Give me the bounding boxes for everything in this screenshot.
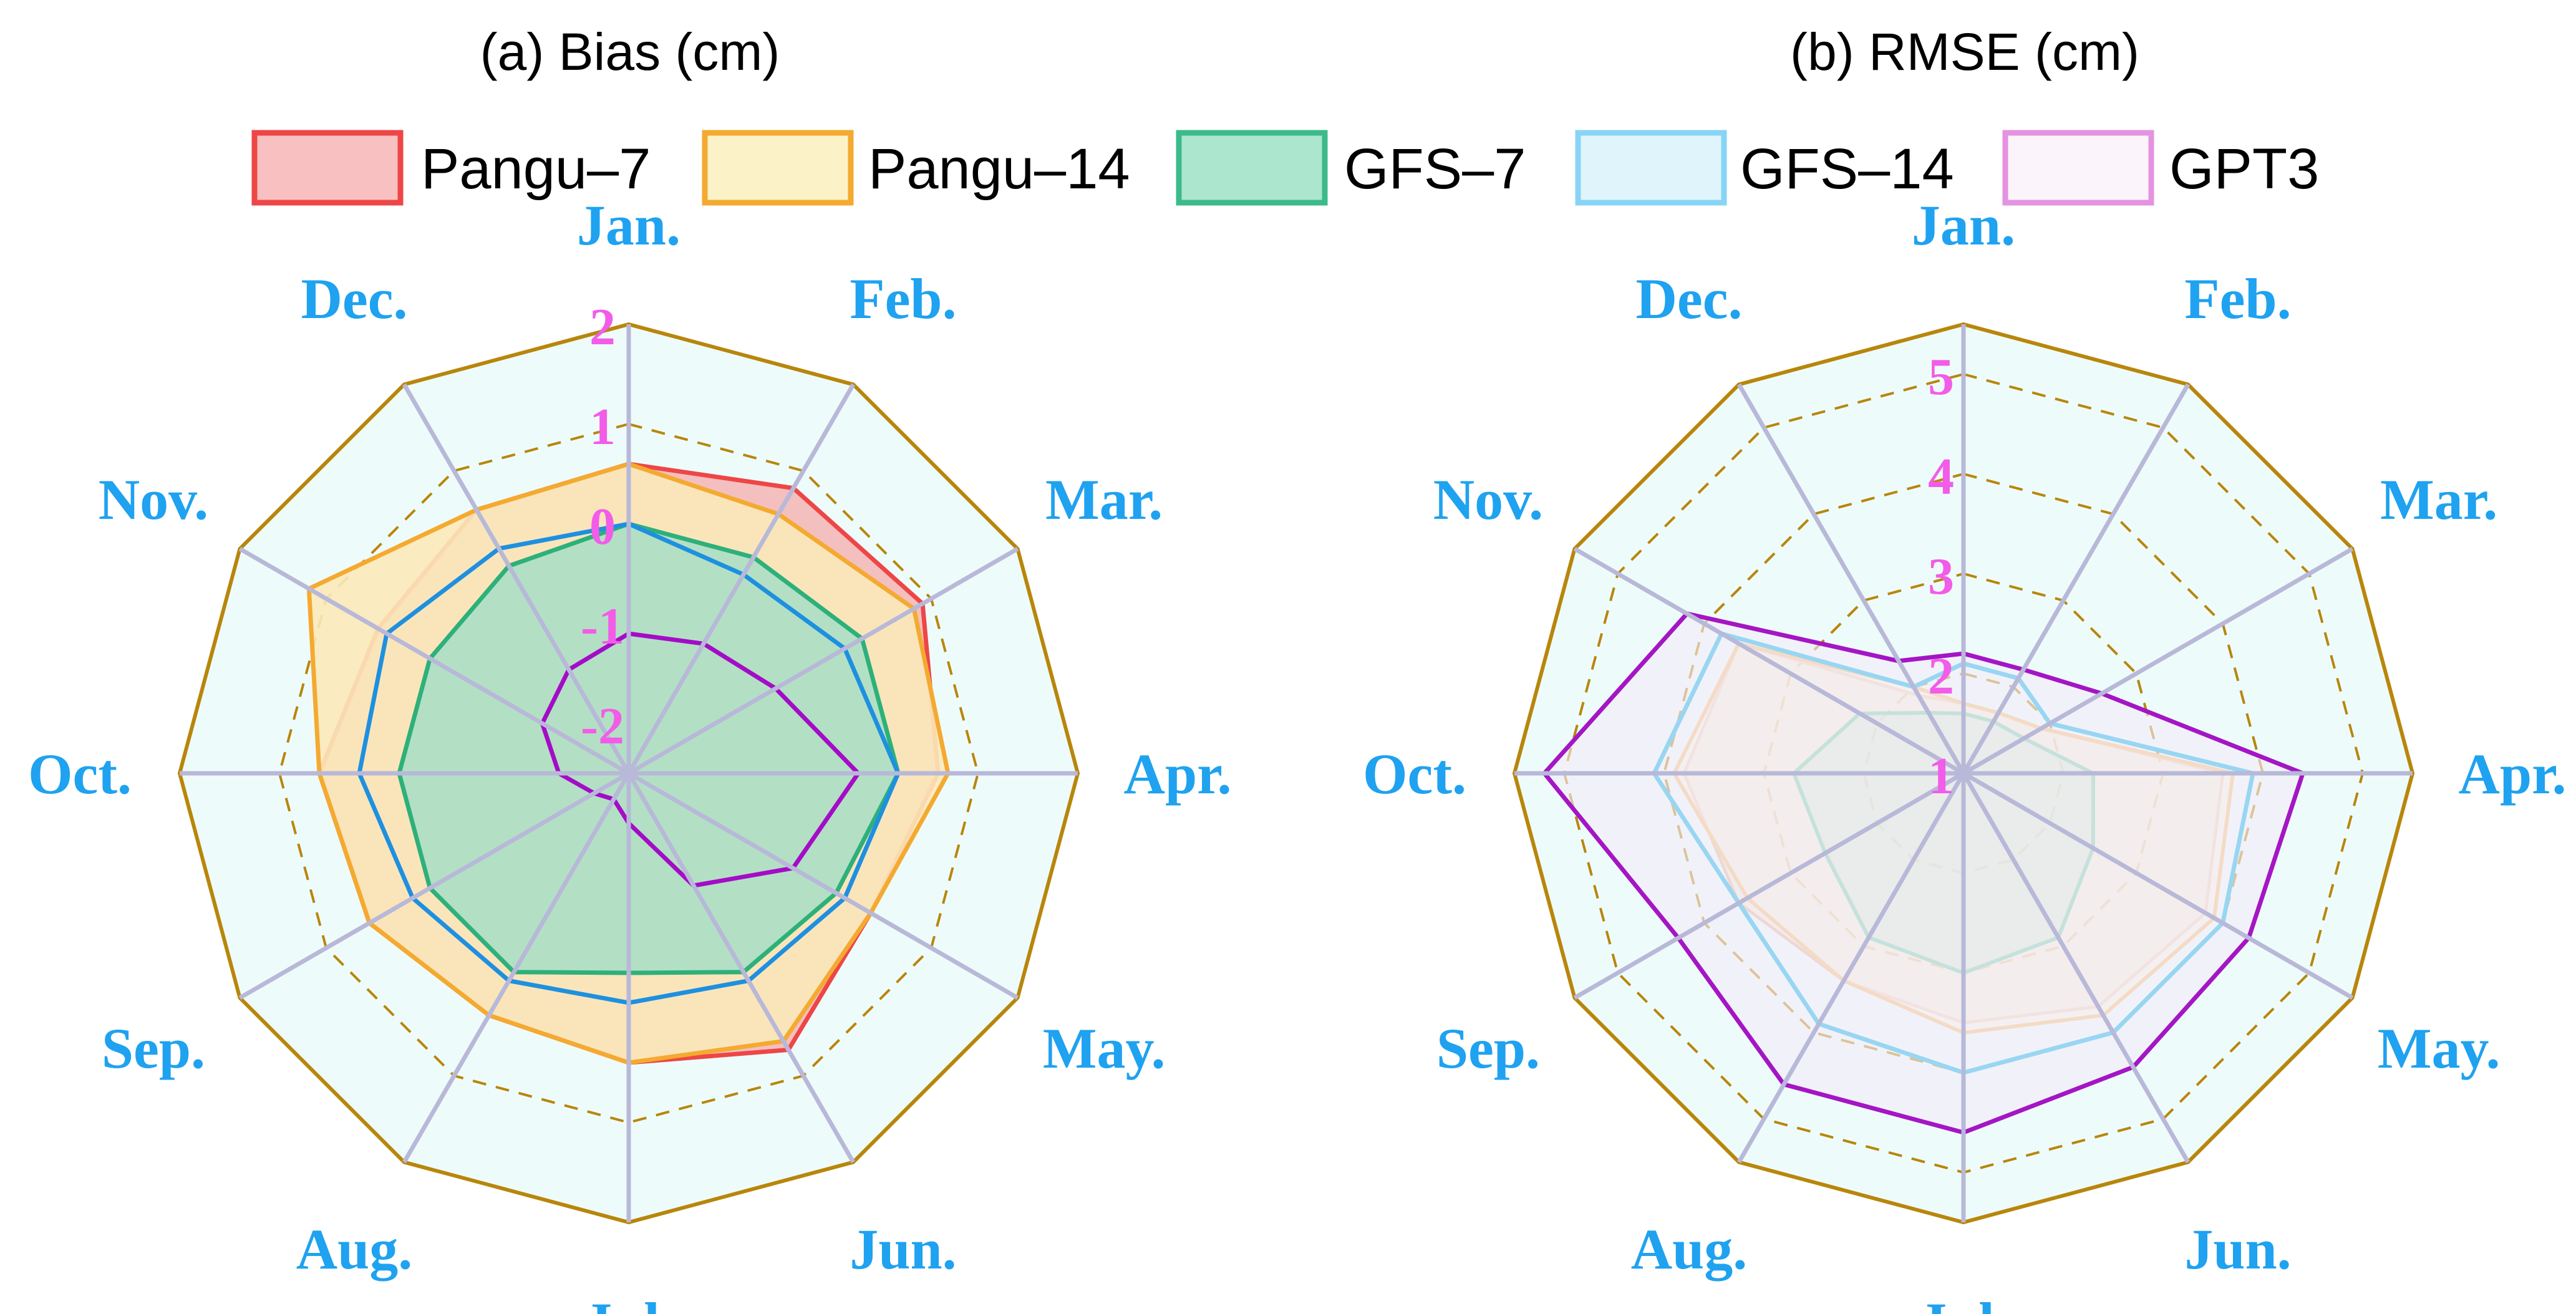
bias-tick-label-2: 2	[589, 298, 616, 356]
rmse-spoke-nov	[1573, 546, 1965, 776]
rmse-month-label-jun: Jun.	[2184, 1217, 2291, 1281]
bias-month-label-feb: Feb.	[850, 267, 956, 331]
rmse-spoke-may	[1962, 771, 2354, 1000]
rmse-month-label-jul: Jul.	[1918, 1291, 2009, 1314]
bias-month-label-nov: Nov.	[99, 468, 208, 531]
rmse-month-label-may: May.	[2378, 1017, 2501, 1080]
radar-chart-bias: Jan. Feb. Mar. Apr. May. Jun. Jul. Aug. Sep. Oct.…	[28, 193, 1232, 1314]
bias-month-label-aug: Aug.	[296, 1217, 413, 1281]
rmse-spoke-dec	[1736, 383, 1966, 775]
bias-spoke-nov	[238, 546, 630, 776]
legend-label-gfs-7: GFS–7	[1344, 137, 1526, 201]
rmse-month-label-nov: Nov.	[1433, 468, 1543, 531]
legend-swatch-pangu-7	[251, 130, 404, 206]
legend: Pangu–7 Pangu–14 GFS–7 GFS–14 GPT3	[251, 130, 2319, 206]
bias-spoke-dec	[402, 383, 631, 775]
rmse-tick-label-5: 5	[1928, 348, 1954, 406]
rmse-month-label-aug: Aug.	[1631, 1217, 1748, 1281]
legend-label-gfs-14: GFS–14	[1740, 137, 1954, 201]
rmse-spoke-mar	[1962, 546, 2354, 776]
rmse-spoke-jun	[1961, 772, 2191, 1164]
rmse-tick-label-2: 2	[1928, 647, 1954, 705]
bias-spoke-may	[627, 771, 1019, 1000]
bias-month-label-jul: Jul.	[583, 1291, 674, 1314]
rmse-spoke-feb	[1961, 383, 2191, 775]
rmse-tick-label-3: 3	[1928, 548, 1954, 606]
rmse-spoke-sep	[1573, 771, 1965, 1000]
legend-label-pangu-7: Pangu–7	[421, 137, 651, 201]
rmse-month-label-jan: Jan.	[1912, 193, 2015, 257]
rmse-month-label-oct: Oct.	[1363, 742, 1466, 806]
legend-swatch-gfs-7	[1176, 130, 1328, 206]
bias-month-label-jan: Jan.	[577, 193, 680, 257]
panel-a-title: (a) Bias (cm)	[480, 22, 780, 81]
rmse-tick-label-4: 4	[1928, 448, 1954, 506]
rmse-month-label-apr: Apr.	[2459, 742, 2567, 806]
bias-spoke-jun	[626, 772, 856, 1164]
bias-month-label-oct: Oct.	[28, 742, 132, 806]
rmse-tick-label-1: 1	[1928, 747, 1954, 805]
legend-swatch-pangu-14	[702, 130, 854, 206]
legend-swatch-gpt3	[2002, 130, 2154, 206]
bias-tick-label-1: 1	[589, 398, 616, 456]
bias-spoke-feb	[626, 383, 856, 775]
bias-month-label-jun: Jun.	[850, 1217, 956, 1281]
bias-month-label-apr: Apr.	[1124, 742, 1232, 806]
bias-month-label-dec: Dec.	[301, 267, 407, 331]
rmse-month-label-sep: Sep.	[1436, 1017, 1540, 1080]
bias-tick-label-0: 0	[589, 498, 616, 556]
legend-label-pangu-14: Pangu–14	[868, 137, 1130, 201]
bias-month-label-may: May.	[1043, 1017, 1166, 1080]
radar-chart-rmse: Jan. Feb. Mar. Apr. May. Jun. Jul. Aug. Sep. Oct.…	[1363, 193, 2567, 1314]
rmse-month-label-dec: Dec.	[1635, 267, 1742, 331]
bias-month-label-sep: Sep.	[102, 1017, 205, 1080]
bias-spoke-aug	[402, 772, 631, 1164]
legend-label-gpt3: GPT3	[2169, 137, 2319, 201]
bias-spoke-sep	[238, 771, 630, 1000]
rmse-month-label-mar: Mar.	[2380, 468, 2497, 531]
rmse-month-label-feb: Feb.	[2184, 267, 2291, 331]
bias-month-label-mar: Mar.	[1045, 468, 1163, 531]
rmse-spoke-aug	[1736, 772, 1966, 1164]
legend-swatch-gfs-14	[1575, 130, 1727, 206]
bias-tick-label-2: -2	[581, 697, 624, 755]
bias-tick-label-1: -1	[581, 597, 624, 655]
panel-b-title: (b) RMSE (cm)	[1790, 22, 2139, 81]
bias-spoke-mar	[627, 546, 1019, 776]
